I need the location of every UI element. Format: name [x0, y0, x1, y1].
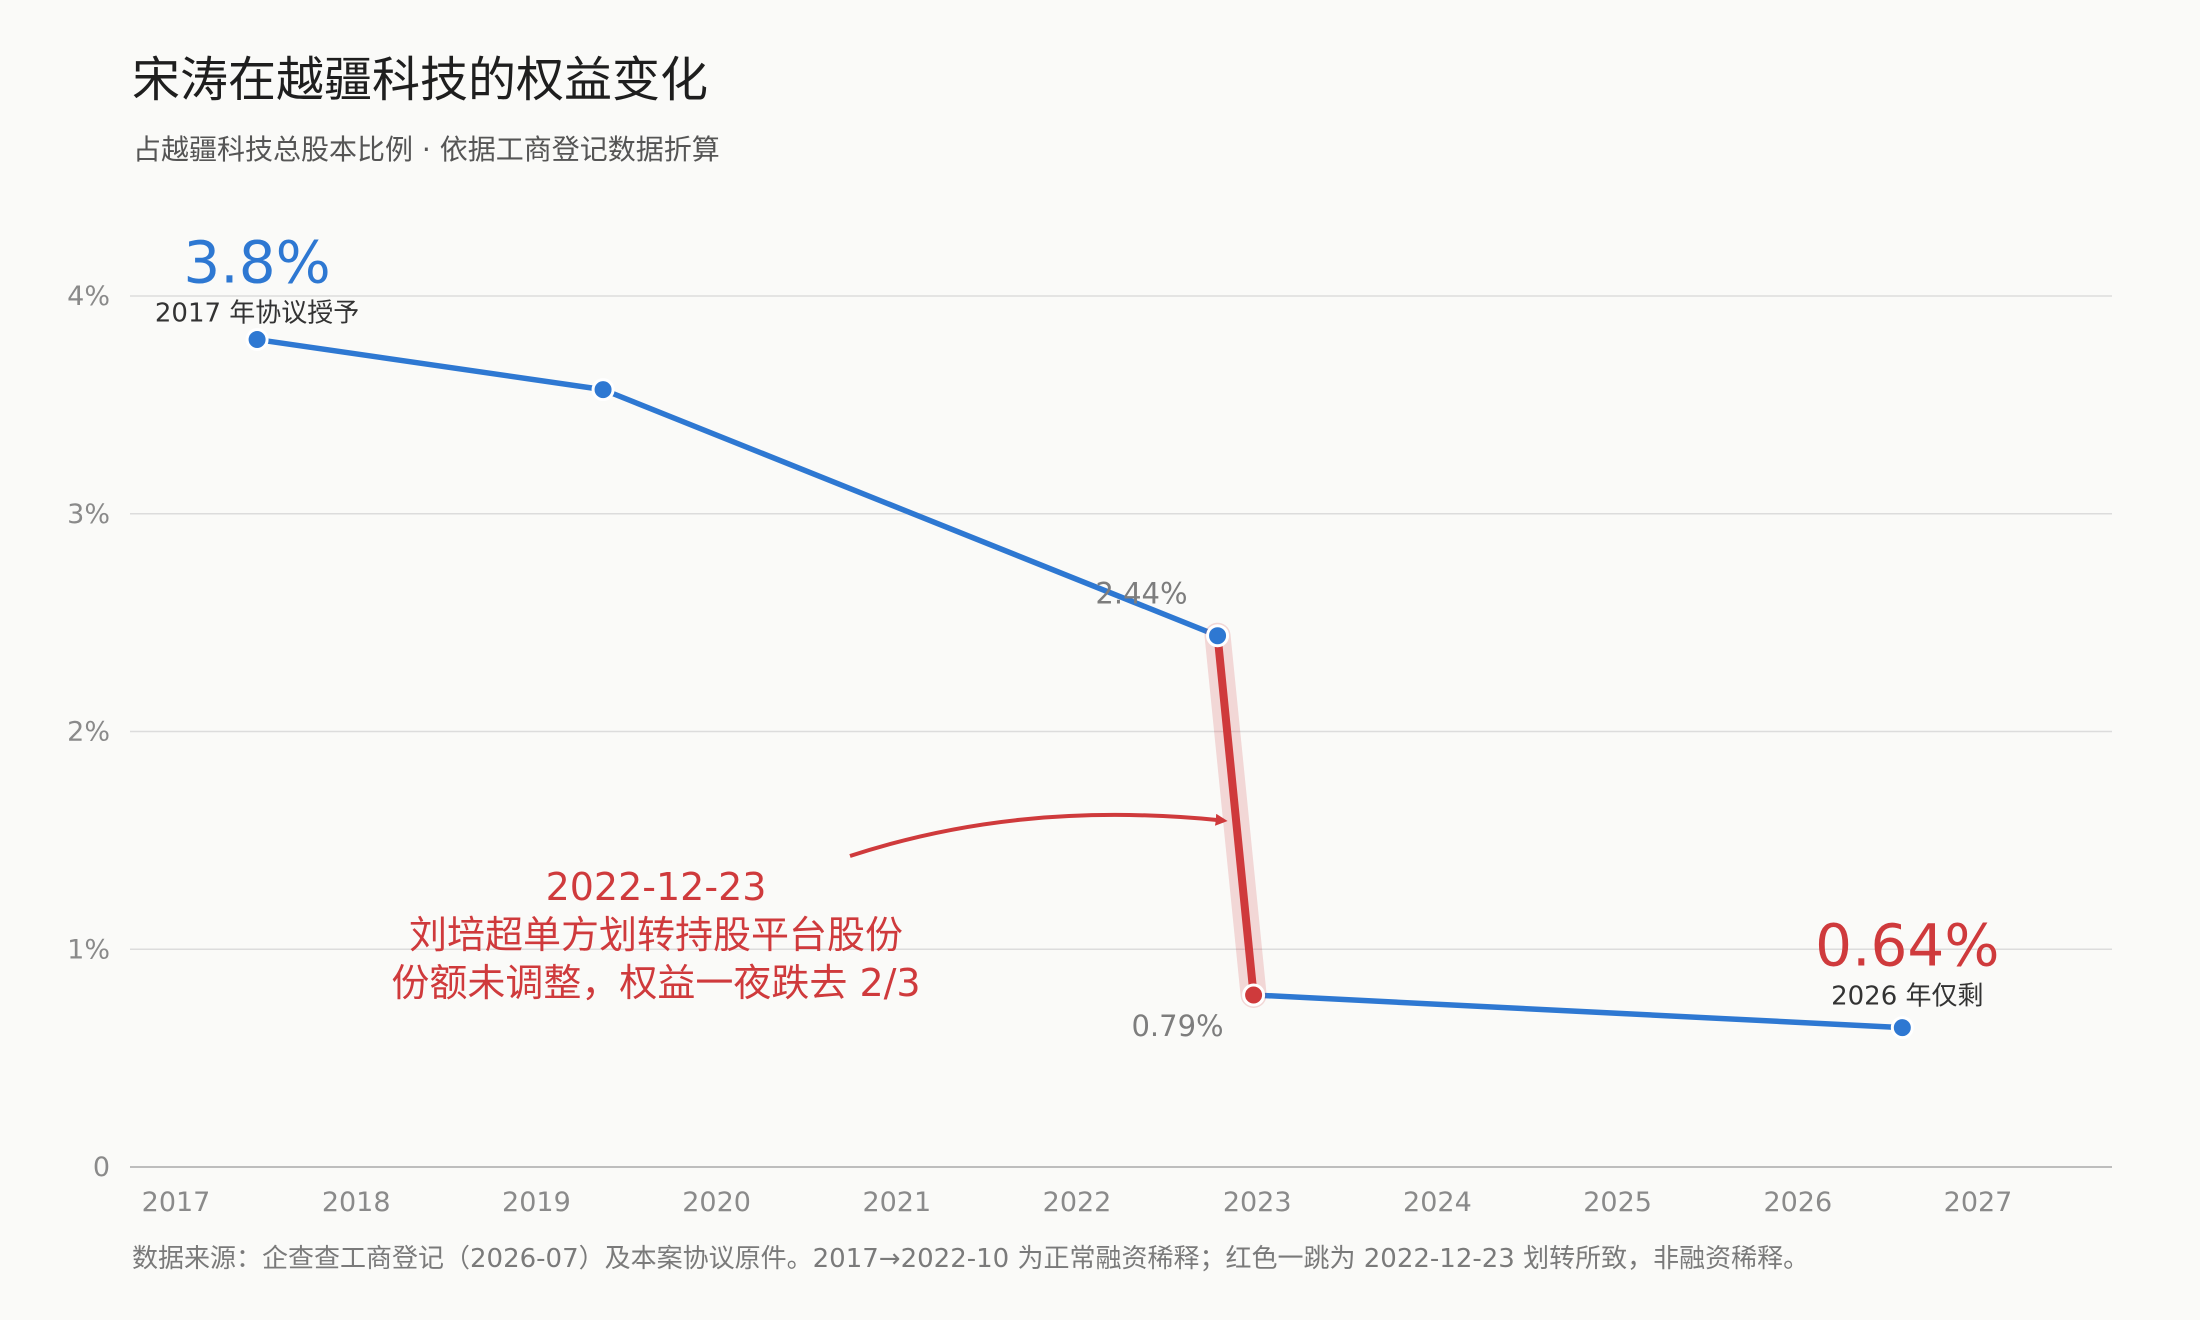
annotation-arrow: [849, 812, 1228, 858]
annotation-line: 刘培超单方划转持股平台股份: [409, 913, 903, 957]
data-point: [591, 378, 615, 402]
x-tick-label: 2017: [142, 1187, 211, 1218]
x-tick-label: 2024: [1403, 1187, 1472, 1218]
data-point: [1242, 983, 1266, 1007]
x-tick-label: 2022: [1043, 1187, 1112, 1218]
y-tick-label: 4%: [67, 281, 110, 312]
data-point: [1206, 624, 1230, 648]
end-value-callout: 0.64%: [1815, 912, 1999, 980]
chart-title: 宋涛在越疆科技的权益变化: [132, 52, 709, 108]
series-line: [254, 336, 1906, 1031]
x-axis-ticks: 2017 2018 2019 2020 2021 2022 2023 2024 2025 2026…: [142, 1187, 2013, 1218]
start-caption: 2017 年协议授予: [155, 299, 359, 329]
data-points: [245, 328, 1914, 1040]
y-tick-label: 3%: [67, 499, 110, 530]
x-tick-label: 2023: [1223, 1187, 1292, 1218]
x-tick-label: 2026: [1763, 1187, 1832, 1218]
data-point: [245, 328, 269, 352]
point-value-label: 0.79%: [1131, 1009, 1223, 1043]
data-labels: 2.44% 0.79% 3.8%2017 年协议授予 0.64%2026 年仅剩: [155, 229, 2000, 1043]
point-value-label: 2.44%: [1095, 577, 1187, 611]
x-tick-label: 2021: [862, 1187, 931, 1218]
start-value-callout: 3.8%: [183, 229, 330, 297]
y-axis-ticks: 0 1% 2% 3% 4%: [67, 281, 110, 1183]
y-tick-label: 2%: [67, 717, 110, 748]
x-tick-label: 2020: [682, 1187, 751, 1218]
y-tick-label: 0: [93, 1152, 110, 1183]
annotation-line: 份额未调整，权益一夜跌去 2/3: [391, 961, 920, 1005]
series-line-path: [254, 336, 1906, 1031]
x-tick-label: 2019: [502, 1187, 571, 1218]
annotation-date: 2022-12-23: [546, 865, 767, 909]
end-caption: 2026 年仅剩: [1831, 982, 1983, 1012]
grid-lines: [130, 295, 2112, 1168]
data-point: [1890, 1016, 1914, 1040]
x-tick-label: 2025: [1583, 1187, 1652, 1218]
x-tick-label: 2027: [1944, 1187, 2013, 1218]
y-tick-label: 1%: [67, 934, 110, 965]
drop-segment: [1213, 631, 1258, 999]
chart-subtitle: 占越疆科技总股本比例 · 依据工商登记数据折算: [133, 133, 720, 166]
source-note: 数据来源：企查查工商登记（2026-07）及本案协议原件。2017→2022-1…: [132, 1244, 1810, 1274]
x-tick-label: 2018: [322, 1187, 391, 1218]
